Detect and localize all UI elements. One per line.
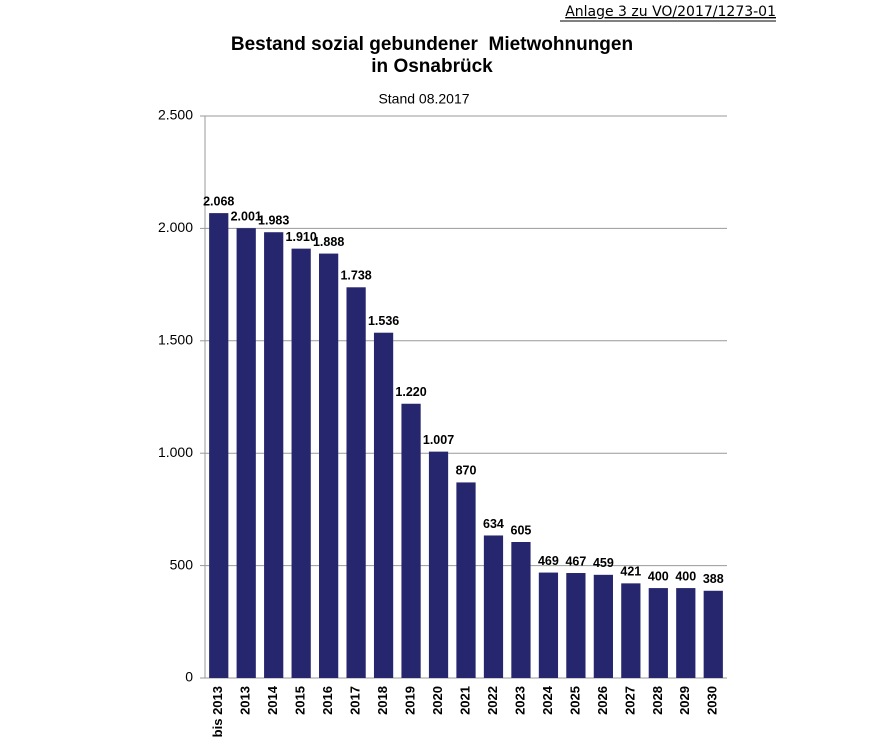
annotation: Anlage 3 zu VO/2017/1273-01 <box>565 4 776 20</box>
value-label: 400 <box>675 569 696 583</box>
x-tick-label: 2014 <box>265 685 280 715</box>
value-label: 870 <box>456 464 477 478</box>
value-label: 388 <box>703 572 724 586</box>
chart-subtitle: Stand 08.2017 <box>378 91 469 107</box>
bar <box>319 253 339 678</box>
value-label: 634 <box>483 517 504 531</box>
bar <box>703 590 723 678</box>
x-tick-label: 2025 <box>567 686 582 715</box>
bar <box>401 403 421 678</box>
value-label: 400 <box>648 569 669 583</box>
y-tick-label: 500 <box>170 556 194 572</box>
x-tick-label: 2019 <box>402 686 417 715</box>
bar <box>209 213 229 679</box>
value-label: 2.068 <box>203 194 234 208</box>
value-label: 2.001 <box>231 209 262 223</box>
bar <box>428 451 449 678</box>
bar <box>566 573 586 678</box>
x-tick-label: 2024 <box>540 685 555 715</box>
y-tick-label: 1.000 <box>158 444 193 460</box>
value-label: 1.536 <box>368 314 399 328</box>
bar <box>373 332 394 678</box>
y-tick-label: 2.500 <box>158 107 193 123</box>
x-tick-label: bis 2013 <box>210 686 225 737</box>
x-tick-label: 2020 <box>430 686 445 715</box>
bar <box>511 541 531 678</box>
x-tick-label: 2018 <box>375 686 390 715</box>
x-tick-label: 2028 <box>650 686 665 715</box>
y-tick-label: 1.500 <box>158 332 193 348</box>
bar <box>538 572 559 678</box>
bar <box>593 574 613 678</box>
x-tick-label: 2016 <box>320 686 335 715</box>
bar <box>648 588 668 678</box>
x-tick-label: 2021 <box>457 686 472 715</box>
value-label: 1.910 <box>286 230 317 244</box>
x-tick-label: 2030 <box>705 686 720 715</box>
x-tick-label: 2013 <box>238 686 253 715</box>
bar <box>621 583 641 678</box>
value-label: 1.007 <box>423 433 454 447</box>
x-tick-label: 2027 <box>622 686 637 715</box>
bar <box>264 232 284 678</box>
bar <box>676 588 696 678</box>
value-label: 421 <box>620 565 641 579</box>
value-label: 467 <box>565 554 586 568</box>
y-tick-label: 0 <box>185 669 193 685</box>
value-label: 1.738 <box>340 269 371 283</box>
x-tick-label: 2015 <box>293 686 308 715</box>
y-tick-label: 2.000 <box>158 219 193 235</box>
value-label: 1.220 <box>395 385 426 399</box>
value-label: 469 <box>538 554 559 568</box>
x-tick-label: 2029 <box>677 686 692 715</box>
bar <box>456 482 476 678</box>
value-label: 605 <box>511 523 532 537</box>
chart-title: in Osnabrück <box>371 56 493 77</box>
chart-title: Bestand sozial gebundener Mietwohnungen <box>231 34 633 55</box>
bar <box>483 535 504 678</box>
x-tick-label: 2026 <box>595 686 610 715</box>
value-label: 1.888 <box>313 235 344 249</box>
x-tick-label: 2023 <box>512 686 527 715</box>
bar <box>236 228 256 678</box>
value-label: 1.983 <box>258 214 289 228</box>
value-label: 459 <box>593 556 614 570</box>
x-tick-label: 2017 <box>348 686 363 715</box>
bar <box>291 248 311 678</box>
x-tick-label: 2022 <box>485 686 500 715</box>
bar <box>346 287 366 678</box>
